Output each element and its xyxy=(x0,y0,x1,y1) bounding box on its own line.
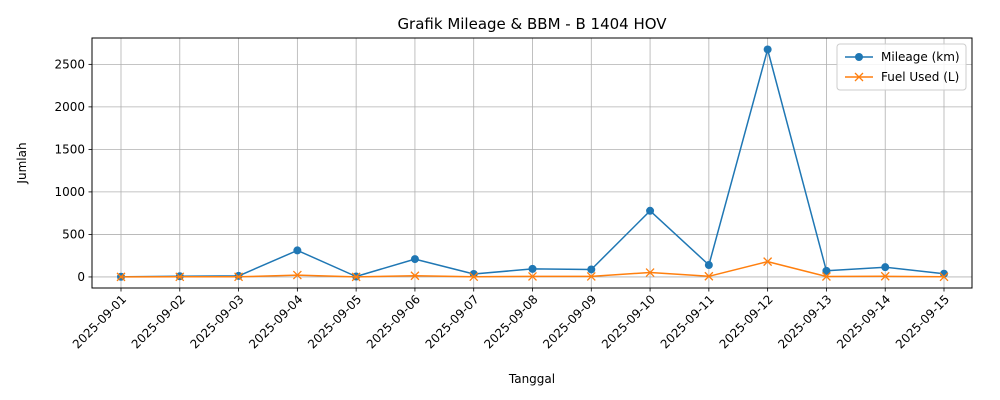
legend-label-mileage: Mileage (km) xyxy=(881,50,960,64)
data-point xyxy=(292,270,302,280)
y-tick-label: 2000 xyxy=(54,100,85,114)
data-point xyxy=(763,257,773,267)
y-tick-label: 0 xyxy=(77,270,85,284)
data-point xyxy=(763,45,772,54)
legend: Mileage (km) Fuel Used (L) xyxy=(836,43,967,91)
x-axis-label: Tanggal xyxy=(508,372,555,386)
chart-title: Grafik Mileage & BBM - B 1404 HOV xyxy=(397,15,667,33)
data-point xyxy=(351,272,361,282)
y-axis: 0 500 1000 1500 2000 2500 xyxy=(54,57,92,284)
plot-area-frame xyxy=(91,37,973,289)
y-tick-label: 1500 xyxy=(54,142,85,156)
data-point xyxy=(410,271,420,281)
legend-marker-mileage xyxy=(855,53,863,61)
data-point xyxy=(940,269,948,278)
y-tick-label: 500 xyxy=(62,227,85,241)
legend-label-fuel: Fuel Used (L) xyxy=(881,70,959,84)
data-point xyxy=(821,272,831,281)
data-point xyxy=(704,271,714,281)
y-tick-label: 2500 xyxy=(54,57,85,71)
y-tick-label: 1000 xyxy=(54,185,85,199)
legend-marker-fuel xyxy=(854,72,864,82)
data-point xyxy=(410,255,419,264)
data-point xyxy=(704,261,713,270)
series-layer xyxy=(116,45,949,282)
data-point xyxy=(528,264,537,273)
data-point xyxy=(528,271,537,281)
data-point xyxy=(175,272,185,282)
data-point xyxy=(822,266,831,275)
series-1 xyxy=(116,257,949,282)
data-point xyxy=(234,272,244,282)
data-point xyxy=(880,271,890,281)
data-point xyxy=(116,272,126,282)
y-axis-label: Jumlah xyxy=(15,142,29,184)
data-point xyxy=(646,206,655,215)
grid-layer xyxy=(92,38,972,288)
data-point xyxy=(939,272,949,282)
data-point xyxy=(881,263,890,272)
data-point xyxy=(469,272,479,282)
data-point xyxy=(586,271,596,281)
data-point xyxy=(293,246,302,255)
legend-box xyxy=(836,43,967,91)
data-point xyxy=(587,265,596,274)
data-point xyxy=(645,268,655,277)
legend-x-marker xyxy=(854,72,864,82)
